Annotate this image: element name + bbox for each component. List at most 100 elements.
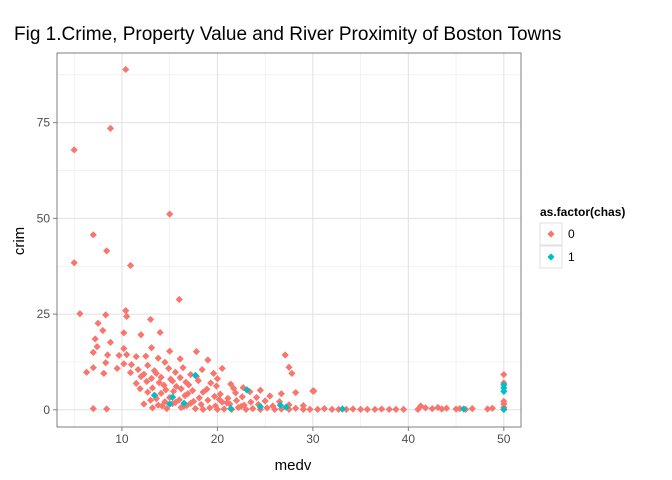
data-point: [154, 354, 162, 362]
series-0: [70, 65, 508, 413]
data-point: [192, 347, 200, 356]
data-point: [167, 375, 175, 383]
data-point: [184, 390, 192, 398]
data-point: [103, 247, 111, 255]
data-point: [106, 124, 115, 133]
data-point: [204, 396, 212, 404]
data-point: [132, 379, 140, 387]
data-point: [224, 394, 232, 402]
data-point: [163, 405, 171, 413]
legend: as.factor(chas) 0 1: [539, 205, 625, 269]
data-point: [89, 364, 97, 372]
data-point: [157, 373, 165, 381]
data-point: [161, 358, 169, 366]
data-point: [142, 352, 150, 360]
data-point: [76, 310, 84, 318]
data-point: [306, 405, 314, 413]
data-point: [281, 351, 289, 359]
data-point: [104, 351, 112, 359]
data-point: [137, 372, 145, 381]
data-point: [187, 370, 195, 379]
data-point: [212, 382, 221, 390]
x-tick-label: 20: [211, 432, 225, 446]
data-point: [378, 405, 386, 413]
data-point: [120, 360, 128, 368]
data-point: [227, 380, 235, 388]
data-point: [120, 329, 128, 337]
data-point: [179, 364, 187, 372]
data-point: [199, 388, 207, 396]
data-point: [123, 351, 131, 359]
data-point: [252, 393, 261, 402]
data-point: [256, 403, 264, 411]
data-point: [230, 384, 238, 392]
data-point: [93, 343, 101, 351]
data-point: [198, 365, 206, 374]
x-tick-label: 10: [115, 432, 129, 446]
data-point: [349, 405, 357, 413]
data-point: [126, 369, 135, 377]
data-point: [181, 392, 189, 400]
data-point: [282, 403, 290, 411]
data-point: [147, 374, 156, 382]
data-point: [371, 405, 379, 413]
data-point: [483, 405, 492, 413]
data-point: [206, 404, 214, 412]
data-point: [106, 338, 115, 347]
data-point: [213, 375, 221, 383]
data-point: [134, 365, 142, 374]
data-point: [177, 385, 185, 393]
data-point: [292, 388, 300, 397]
series-1: [150, 371, 508, 413]
data-point: [144, 388, 152, 396]
data-point: [70, 146, 78, 154]
data-point: [292, 404, 300, 412]
data-point: [89, 231, 97, 239]
data-point: [500, 387, 508, 395]
x-tick-label: 40: [402, 432, 416, 446]
data-point: [299, 405, 307, 413]
x-axis-label: medv: [275, 457, 312, 474]
x-tick-label: 50: [497, 432, 511, 446]
y-tick-label: 25: [37, 307, 51, 321]
data-point: [328, 405, 336, 413]
y-tick-label: 75: [37, 116, 51, 130]
data-point: [165, 364, 173, 373]
data-point: [438, 405, 446, 413]
data-point: [488, 404, 496, 412]
data-point: [223, 399, 231, 407]
data-point: [213, 405, 221, 413]
data-point: [132, 352, 140, 361]
data-point: [152, 369, 160, 378]
data-point: [143, 377, 151, 386]
data-point: [176, 374, 184, 382]
data-point: [314, 405, 322, 413]
data-point: [91, 335, 99, 343]
data-point: [261, 397, 269, 405]
data-point: [188, 387, 197, 395]
legend-label-1: 1: [568, 250, 575, 264]
data-point: [288, 369, 296, 378]
data-point: [168, 393, 177, 401]
y-tick-label: 50: [37, 211, 51, 225]
data-point: [266, 392, 274, 400]
data-point: [249, 405, 257, 413]
y-tick-label: 0: [43, 403, 50, 417]
data-point: [180, 399, 188, 407]
data-point: [456, 405, 464, 413]
data-point: [256, 386, 264, 394]
data-point: [269, 402, 277, 410]
data-point: [171, 368, 179, 376]
data-point: [254, 400, 263, 409]
data-point: [207, 379, 215, 387]
data-point: [148, 384, 157, 392]
data-point: [460, 405, 468, 413]
data-point: [243, 386, 251, 394]
x-axis-ticks: 10 20 30 40 50: [115, 427, 511, 446]
data-point: [123, 312, 131, 320]
data-point: [399, 405, 408, 413]
data-point: [115, 351, 123, 360]
data-point: [166, 347, 174, 355]
legend-title: as.factor(chas): [540, 205, 625, 219]
data-point: [392, 405, 400, 413]
